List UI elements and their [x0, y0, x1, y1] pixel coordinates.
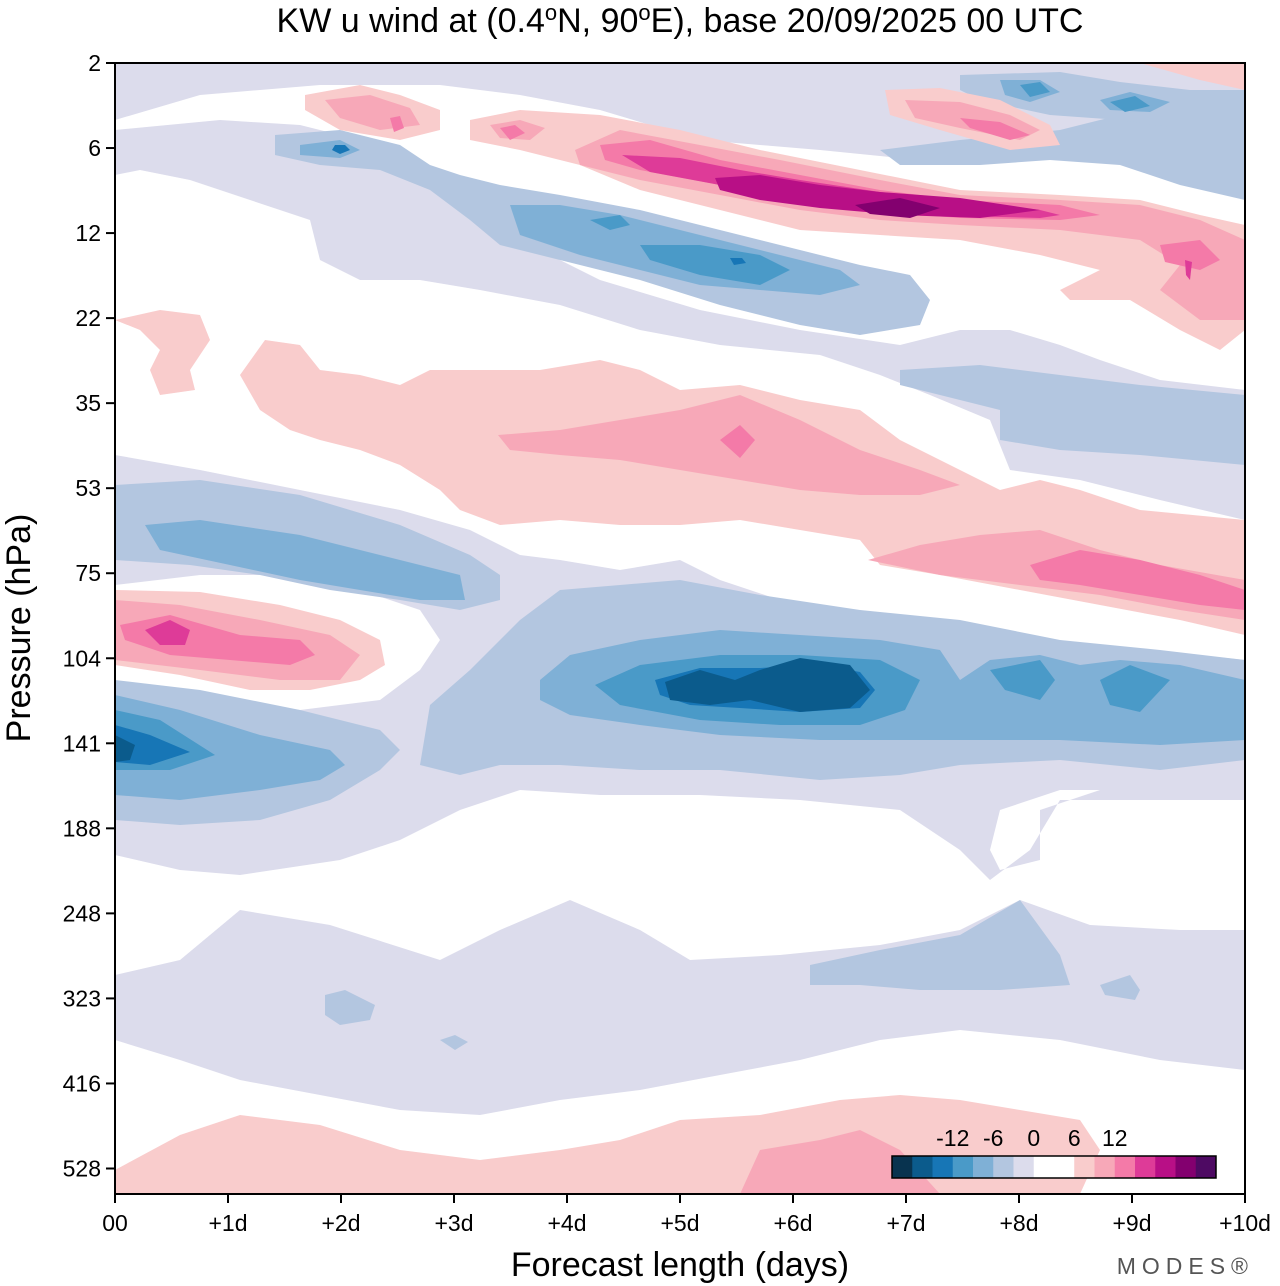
y-tick-label: 248: [63, 900, 101, 926]
colorbar-swatch: [1114, 1156, 1136, 1178]
colorbar-swatch: [1054, 1156, 1075, 1178]
y-tick-label: 53: [75, 475, 101, 501]
x-tick-label: +4d: [547, 1210, 586, 1236]
modes-logo: MODES®: [1117, 1253, 1254, 1279]
colorbar-label: -6: [983, 1125, 1003, 1151]
plot-area: [115, 63, 1245, 1194]
y-tick-label: 528: [63, 1155, 101, 1181]
colorbar-swatch: [1135, 1156, 1156, 1178]
colorbar-swatch: [1195, 1156, 1217, 1178]
y-tick-label: 6: [88, 135, 101, 161]
y-tick-label: 75: [75, 560, 101, 586]
y-tick-label: 141: [63, 730, 101, 756]
contour-westerly-15: [715, 175, 1040, 218]
colorbar-swatch: [1094, 1156, 1116, 1178]
colorbar-swatch: [1013, 1156, 1035, 1178]
colorbar-swatch: [973, 1156, 994, 1178]
contour-easterly-15: [115, 658, 870, 762]
y-tick-label: 323: [63, 985, 101, 1011]
x-tick-label: +2d: [321, 1210, 360, 1236]
x-tick-label: +6d: [773, 1210, 812, 1236]
y-tick-label: 12: [75, 220, 101, 246]
x-tick-label: +10d: [1219, 1210, 1271, 1236]
y-axis-label: Pressure (hPa): [0, 514, 38, 743]
y-tick-label: 35: [75, 390, 101, 416]
colorbar-swatch: [1074, 1156, 1095, 1178]
x-axis-label: Forecast length (days): [511, 1246, 849, 1284]
colorbar-label: 12: [1102, 1125, 1128, 1151]
colorbar-swatch: [932, 1156, 954, 1178]
colorbar-swatch: [1175, 1156, 1197, 1178]
colorbar-swatch: [1033, 1156, 1055, 1178]
colorbar-swatch: [993, 1156, 1014, 1178]
x-tick-label: +7d: [886, 1210, 925, 1236]
colorbar-swatch: [952, 1156, 974, 1178]
y-axis: 2 6 12 22 35 53 75 104 141 188 248 323 416 528: [63, 50, 115, 1181]
y-tick-label: 2: [88, 50, 101, 76]
colorbar-swatch: [892, 1156, 913, 1178]
x-tick-label: 00: [102, 1210, 128, 1236]
y-tick-label: 104: [63, 645, 102, 671]
colorbar: -12 -6 0 6 12: [891, 1125, 1217, 1179]
colorbar-swatch: [1155, 1156, 1176, 1178]
x-tick-label: +3d: [434, 1210, 473, 1236]
x-tick-label: +1d: [208, 1210, 247, 1236]
contour-westerly-18: [855, 198, 940, 218]
x-tick-label: +9d: [1112, 1210, 1151, 1236]
colorbar-label: 0: [1027, 1125, 1040, 1151]
y-tick-label: 188: [63, 815, 101, 841]
chart-title: KW u wind at (0.4o​N, 90o​E), base 20/09…: [277, 0, 1084, 40]
colorbar-swatch: [912, 1156, 933, 1178]
colorbar-label: -12: [936, 1125, 969, 1151]
x-tick-label: +8d: [999, 1210, 1038, 1236]
x-tick-label: +5d: [660, 1210, 699, 1236]
x-axis: 00 +1d +2d +3d +4d +5d +6d +7d +8d +9d +10d: [102, 1194, 1271, 1236]
colorbar-label: 6: [1068, 1125, 1081, 1151]
y-tick-label: 22: [75, 305, 101, 331]
y-tick-label: 416: [63, 1070, 101, 1096]
